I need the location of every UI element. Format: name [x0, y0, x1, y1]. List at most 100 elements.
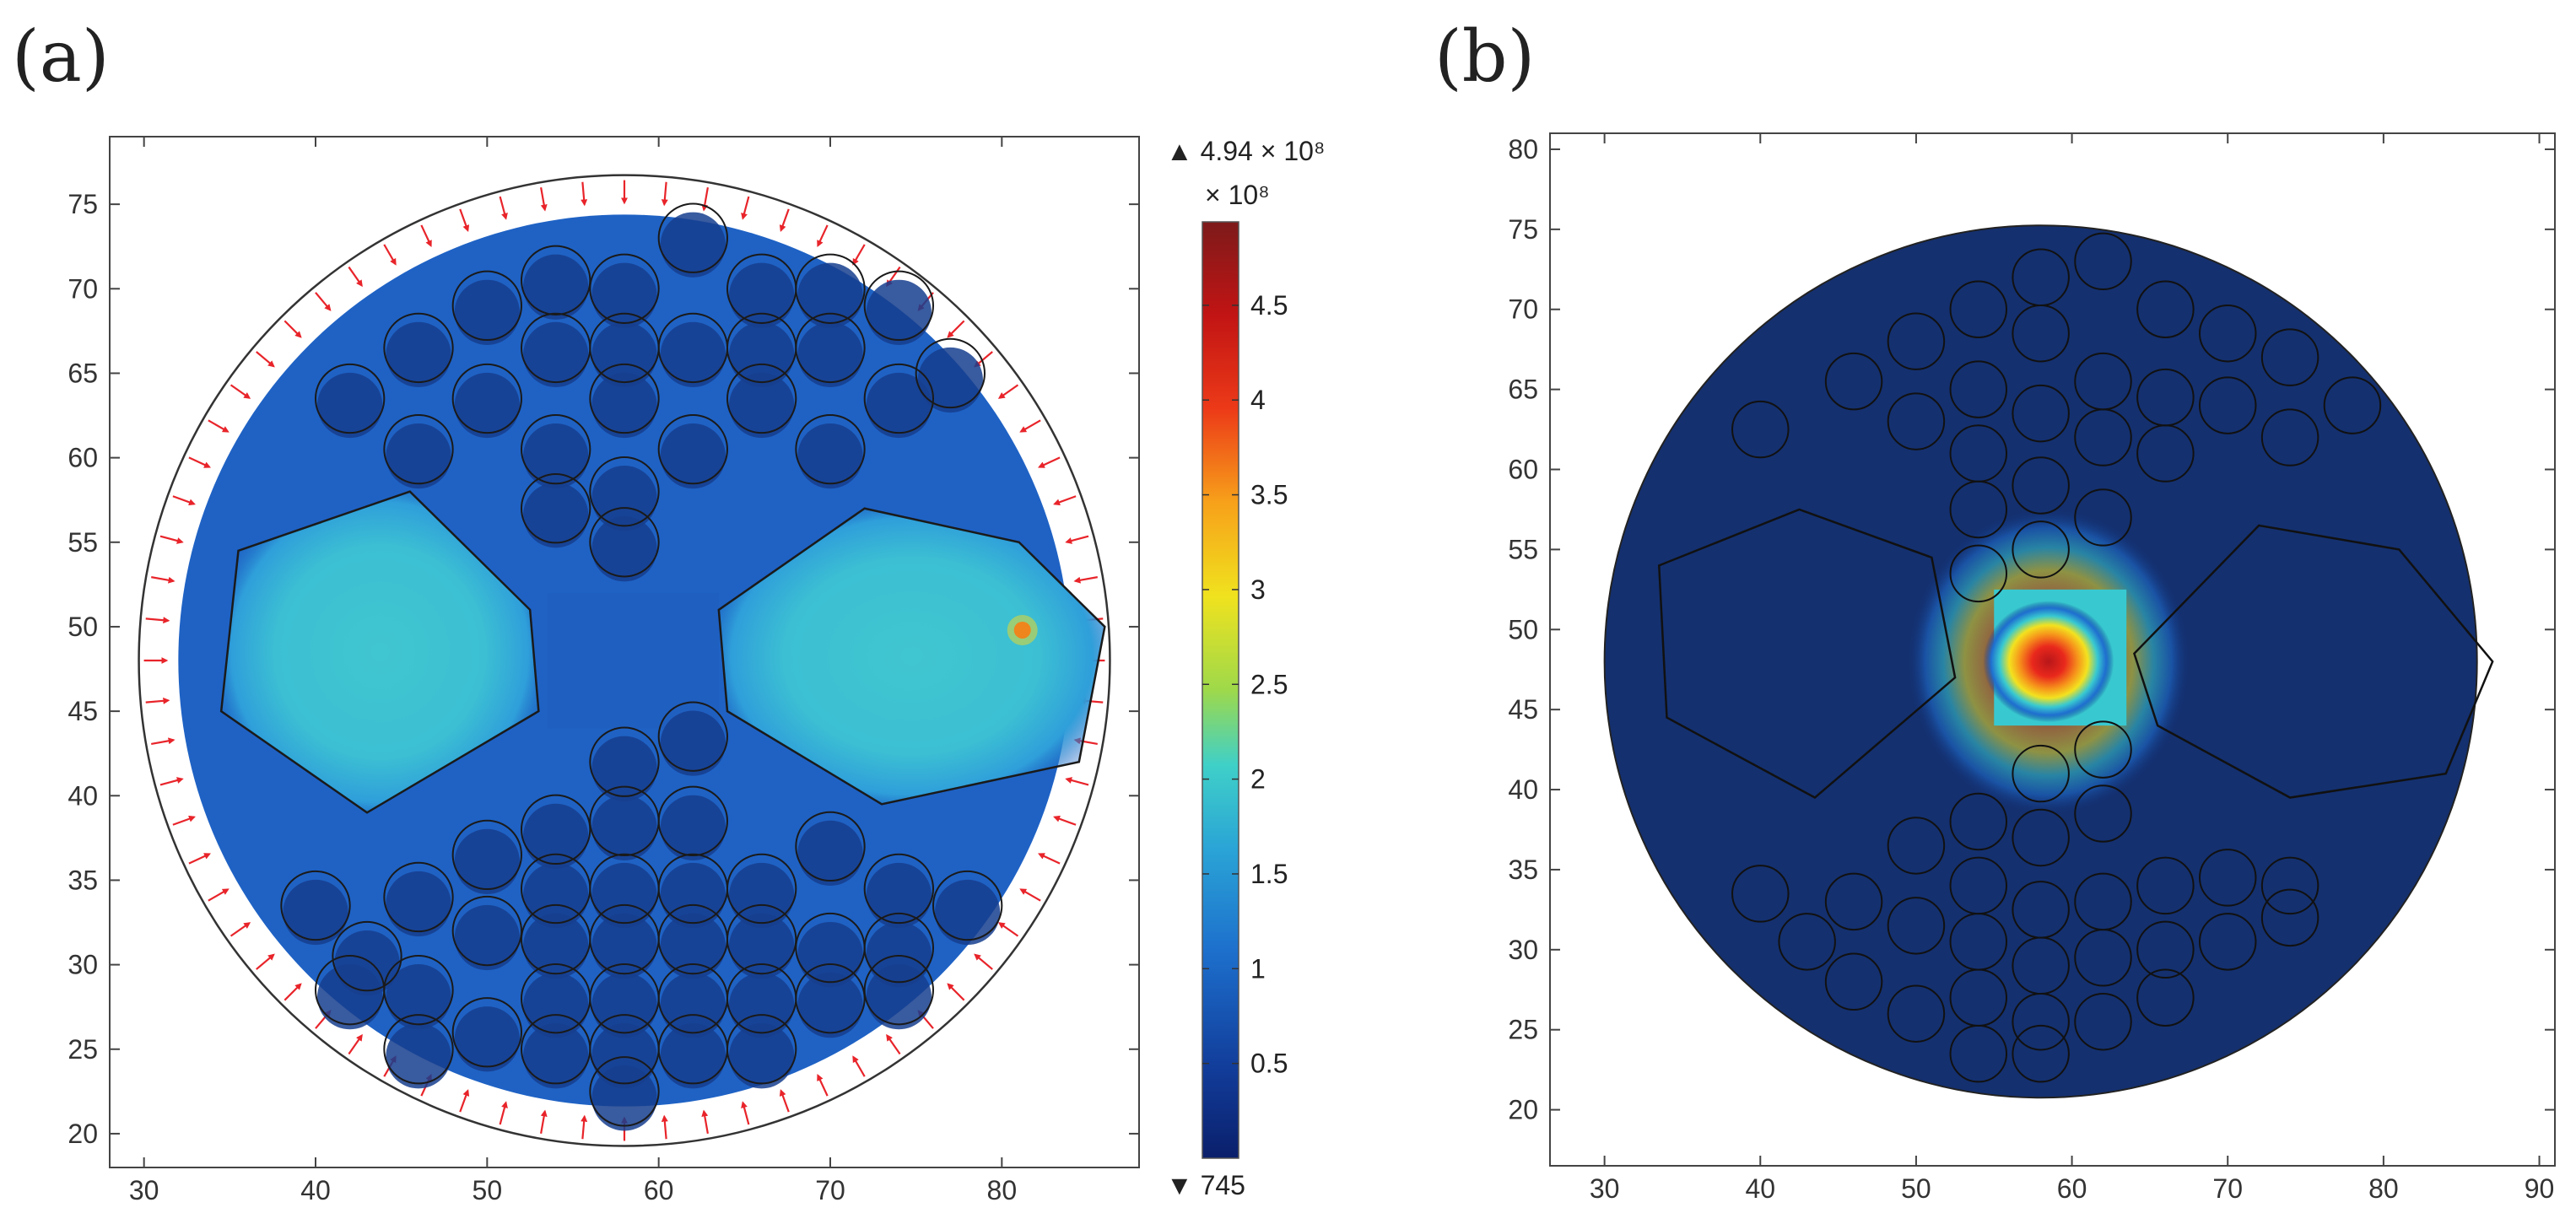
hole-outline	[2136, 920, 2195, 979]
hole-shadow	[729, 1023, 795, 1089]
force-arrow	[1065, 535, 1089, 544]
hole-outline	[2012, 744, 2070, 803]
force-arrow	[188, 853, 211, 865]
hole-shadow	[797, 423, 863, 489]
hole-shadow	[523, 321, 589, 388]
hole-shadow	[660, 913, 726, 979]
y-tick-label: 50	[68, 612, 98, 642]
y-tick-label: 25	[1508, 1015, 1538, 1045]
x-tick-label: 60	[2057, 1173, 2087, 1204]
hole-outline	[2260, 888, 2319, 947]
hole-outline	[2198, 376, 2257, 434]
y-tick-label: 55	[1508, 534, 1538, 564]
panel-b-label: (b)	[1434, 15, 1535, 98]
hole-shadow	[386, 423, 451, 489]
hole-shadow	[386, 964, 451, 1030]
hole-outline	[589, 363, 660, 434]
hole-outline	[2012, 384, 2070, 443]
colorbar-tick-label: 0.5	[1250, 1049, 1288, 1079]
force-arrow	[817, 1074, 829, 1097]
mode-peak	[1983, 601, 2114, 723]
force-arrow	[208, 419, 230, 433]
force-arrow	[997, 922, 1019, 937]
hole-outline	[2074, 992, 2132, 1051]
outer-boundary-circle	[1603, 224, 2478, 1099]
hole-outline	[657, 701, 728, 772]
force-arrow	[661, 181, 668, 207]
hole-shadow	[591, 372, 657, 439]
hole-outline	[2012, 456, 2070, 515]
hole-outline	[795, 253, 866, 324]
force-arrow	[348, 266, 363, 288]
hole-outline	[795, 413, 866, 485]
hole-outline	[863, 363, 935, 434]
force-arrow	[1053, 495, 1077, 506]
y-tick-label: 75	[1508, 214, 1538, 245]
y-tick-label: 75	[68, 189, 98, 219]
hole-shadow	[797, 262, 863, 328]
hole-shadow	[797, 973, 863, 1038]
colorbar-tick-label: 4	[1250, 385, 1266, 415]
hole-outline	[521, 413, 591, 485]
hole-shadow	[523, 862, 589, 929]
hole-outline	[315, 954, 386, 1026]
force-arrow	[459, 208, 470, 232]
force-arrow	[284, 983, 302, 1001]
x-tick-label: 60	[644, 1175, 674, 1205]
hole-shadow	[729, 372, 795, 439]
colorbar-tick-label: 4.5	[1250, 290, 1288, 321]
x-tick-label: 30	[129, 1175, 159, 1205]
hole-shadow	[729, 321, 795, 388]
colorbar-gradient	[1202, 221, 1239, 1159]
hole-outline	[1949, 544, 2008, 603]
force-arrow	[947, 320, 965, 338]
force-arrow	[159, 535, 184, 544]
hole-shadow	[866, 921, 932, 988]
left-hexagon-outline	[219, 490, 540, 814]
force-arrow	[540, 1109, 548, 1134]
hole-shadow	[660, 710, 726, 776]
hole-outline	[2012, 808, 2070, 867]
hole-outline	[2136, 968, 2195, 1027]
hole-shadow	[591, 321, 657, 388]
hole-outline	[1887, 312, 1946, 370]
hole-shadow	[797, 921, 863, 988]
hole-shadow	[454, 904, 520, 971]
central-neck	[547, 592, 719, 729]
hole-shadow	[797, 321, 863, 388]
right-hexagon-field	[718, 508, 1105, 805]
hole-shadow	[523, 254, 589, 320]
hole-outline	[2260, 328, 2319, 386]
y-tick-label: 35	[68, 865, 98, 895]
x-tick-label: 30	[1590, 1173, 1620, 1204]
hole-outline	[2074, 929, 2132, 987]
y-tick-label: 20	[1508, 1095, 1538, 1125]
force-arrow	[852, 244, 866, 266]
hole-shadow	[523, 1023, 589, 1089]
panel-a-field-map	[178, 212, 1105, 1131]
hole-shadow	[866, 279, 932, 345]
hole-outline	[383, 413, 454, 485]
force-arrow	[1073, 576, 1098, 584]
force-arrow	[997, 384, 1019, 399]
x-tick-label: 80	[2368, 1173, 2399, 1204]
panel-a-axis-ticks: 30 40 50 60 70 80 20 25 30 35 40 45 50 55 60 65 70 75	[68, 137, 1139, 1205]
hole-shadow	[729, 862, 795, 929]
hole-shadow	[386, 321, 451, 388]
panel-a-label: (a)	[12, 15, 110, 98]
hole-outline	[280, 870, 351, 941]
hole-outline	[2074, 720, 2132, 779]
hole-shadow	[317, 372, 383, 439]
panel-b-geometry-outlines	[1603, 224, 2494, 1099]
hole-outline	[451, 270, 522, 341]
y-tick-label: 40	[68, 780, 98, 811]
y-tick-label: 60	[1508, 455, 1538, 485]
force-arrow	[779, 208, 790, 232]
colorbar: ▲ 4.94 × 10⁸ × 10⁸ 0.5 1 1.5 2 2.5 3 3.5 4 4.5 ▼…	[1166, 136, 1325, 1200]
hole-shadow	[866, 862, 932, 929]
hole-shadow	[660, 1023, 726, 1089]
x-tick-label: 80	[987, 1175, 1018, 1205]
hole-outline	[657, 413, 728, 485]
y-tick-label: 65	[68, 358, 98, 388]
